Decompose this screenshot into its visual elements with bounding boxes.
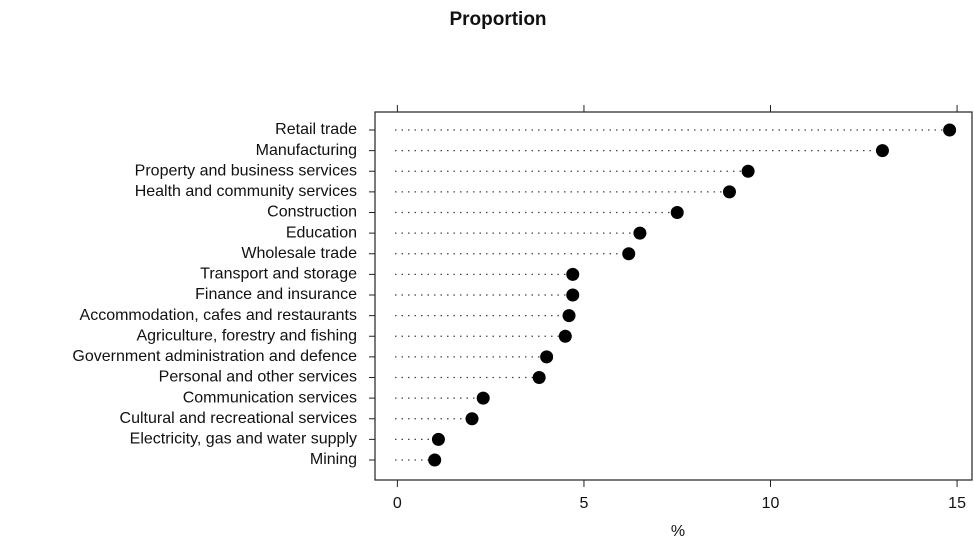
x-axis-label: %	[671, 523, 685, 540]
dot	[532, 371, 546, 384]
y-tick-label: Electricity, gas and water supply	[130, 431, 357, 448]
plot-frame	[374, 111, 973, 481]
dot	[722, 185, 736, 199]
dot	[428, 453, 442, 467]
dot	[540, 350, 554, 364]
y-tick-label: Personal and other services	[159, 369, 357, 386]
y-tick-label: Wholesale trade	[241, 245, 357, 262]
y-tick-label: Education	[286, 224, 357, 241]
x-tick-label: 15	[948, 495, 966, 512]
dot	[943, 123, 957, 137]
y-tick-label: Finance and insurance	[195, 286, 357, 303]
y-tick-label: Retail trade	[275, 121, 357, 138]
x-tick-label: 0	[393, 495, 402, 512]
dot	[622, 247, 636, 261]
x-tick-label: 5	[579, 495, 588, 512]
dot	[875, 144, 889, 158]
y-tick-label: Property and business services	[135, 162, 357, 179]
dot	[558, 329, 572, 343]
dot	[633, 226, 647, 240]
dot	[562, 309, 576, 323]
dot	[566, 267, 580, 281]
dot	[431, 432, 445, 446]
dot	[670, 206, 684, 219]
dot	[476, 391, 490, 405]
y-tick-label: Government administration and defence	[72, 348, 357, 365]
dot	[566, 288, 580, 302]
x-tick-label: 10	[762, 495, 780, 512]
y-tick-label: Construction	[267, 204, 357, 221]
y-tick-label: Communication services	[183, 389, 357, 406]
y-tick-label: Accommodation, cafes and restaurants	[80, 307, 357, 324]
y-tick-label: Transport and storage	[200, 266, 357, 283]
y-tick-label: Cultural and recreational services	[120, 410, 357, 427]
dot	[465, 412, 479, 426]
y-tick-label: Health and community services	[135, 183, 357, 200]
y-tick-label: Agriculture, forestry and fishing	[136, 327, 357, 344]
y-tick-label: Mining	[310, 451, 357, 468]
dot	[741, 164, 755, 178]
y-tick-label: Manufacturing	[256, 142, 357, 159]
chart-title: Proportion	[449, 9, 546, 30]
